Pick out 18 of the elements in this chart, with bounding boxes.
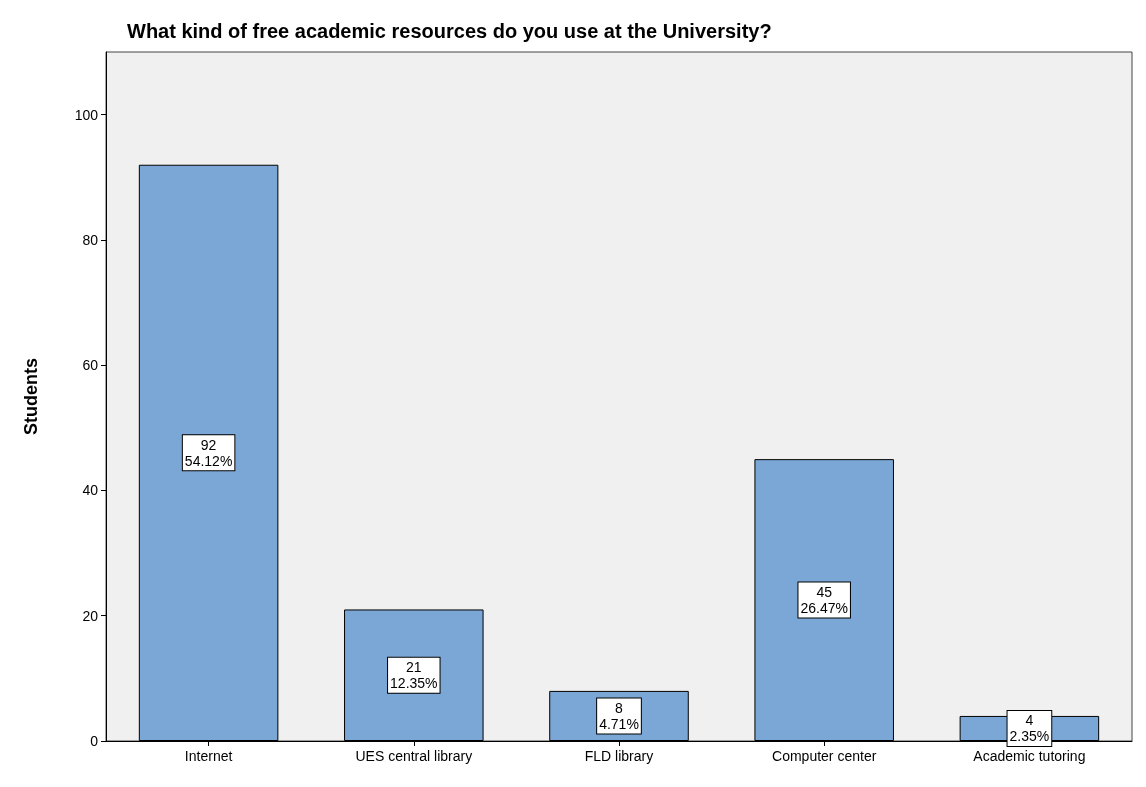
y-tick-label: 0 [90, 733, 99, 749]
y-tick-label: 40 [82, 482, 99, 499]
chart-title: What kind of free academic resources do you use at the University? [127, 20, 772, 42]
data-label: 92 54.12% [184, 436, 233, 469]
x-tick-label: UES central library [355, 748, 473, 764]
data-label: 45 26.47% [800, 584, 848, 617]
x-tick-label: Computer center [772, 748, 877, 764]
y-tick-label: 100 [74, 106, 99, 123]
x-tick-label: Internet [184, 748, 233, 764]
y-tick-label: 80 [82, 231, 99, 248]
y-axis-title: Students [21, 357, 41, 436]
x-tick-label: FLD library [584, 748, 654, 764]
data-label: 21 12.35% [390, 659, 438, 692]
x-tick-label: Academic tutoring [973, 748, 1086, 764]
data-label: 8 4.71% [599, 699, 639, 732]
y-tick-label: 20 [82, 607, 99, 624]
y-tick-label: 60 [82, 357, 99, 374]
data-label: 4 2.35% [1009, 712, 1050, 745]
